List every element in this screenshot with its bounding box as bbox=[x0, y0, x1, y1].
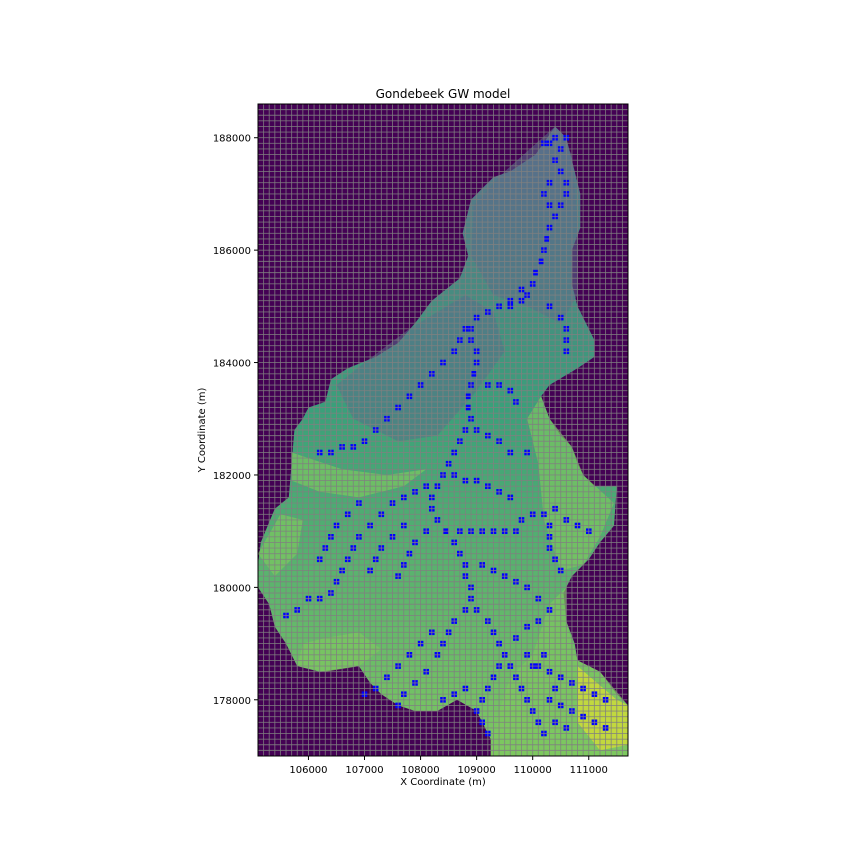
y-tick-label: 180000 bbox=[213, 583, 251, 594]
x-tick-label: 109000 bbox=[458, 765, 496, 776]
y-tick-label: 182000 bbox=[213, 471, 251, 482]
value-zone-high bbox=[297, 632, 382, 672]
x-tick-label: 108000 bbox=[401, 765, 439, 776]
plot-frame bbox=[257, 103, 629, 757]
x-tick-label: 111000 bbox=[570, 765, 608, 776]
y-tick-label: 178000 bbox=[213, 696, 251, 707]
x-tick-label: 110000 bbox=[514, 765, 552, 776]
y-tick-label: 186000 bbox=[213, 246, 251, 257]
x-tick-label: 106000 bbox=[289, 765, 327, 776]
x-axis: 106000 107000 108000 109000 110000 111000 bbox=[289, 756, 608, 776]
y-axis-label: Y Coordinate (m) bbox=[197, 387, 208, 473]
value-zone-peak bbox=[577, 666, 628, 751]
x-axis-label: X Coordinate (m) bbox=[400, 777, 486, 788]
y-axis: 178000 180000 182000 184000 186000 188000 bbox=[213, 134, 258, 707]
model-grid bbox=[258, 104, 628, 756]
chart-title: Gondebeek GW model bbox=[376, 87, 511, 101]
plot-area bbox=[258, 104, 628, 756]
x-tick-label: 107000 bbox=[345, 765, 383, 776]
y-tick-label: 188000 bbox=[213, 134, 251, 145]
value-zone-low bbox=[471, 126, 578, 324]
y-tick-label: 184000 bbox=[213, 359, 251, 370]
